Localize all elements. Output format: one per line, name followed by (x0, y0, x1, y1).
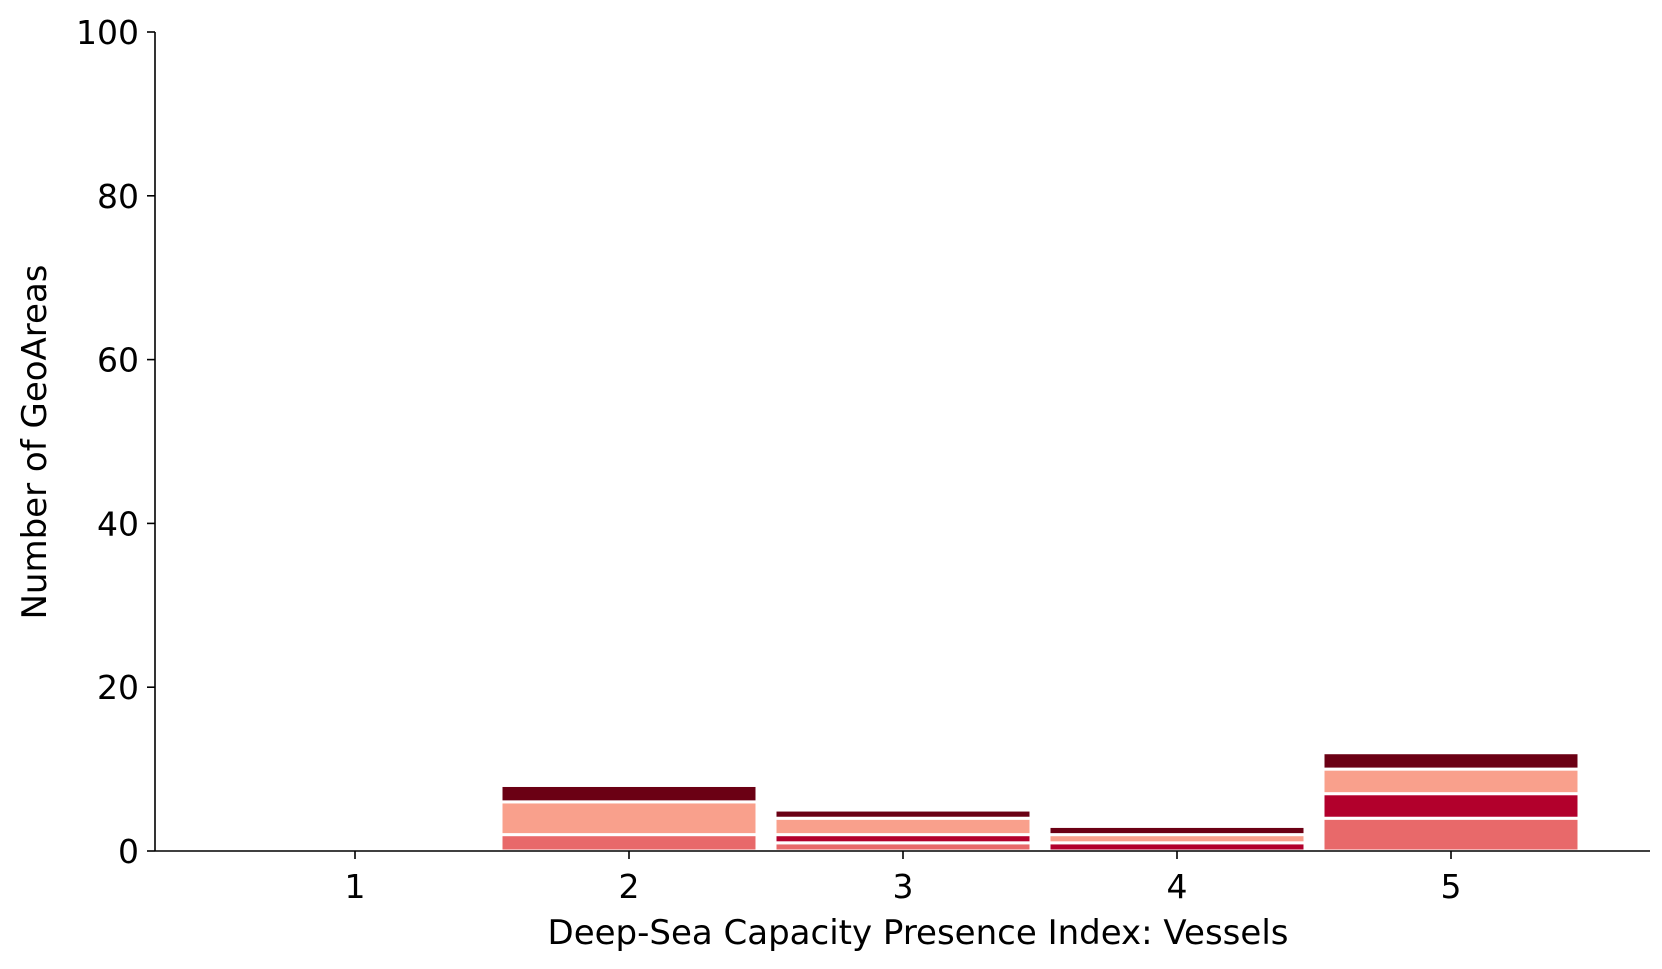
x-tick-label: 1 (345, 867, 366, 906)
y-tick-label: 80 (97, 177, 139, 216)
x-axis-title: Deep-Sea Capacity Presence Index: Vessel… (548, 913, 1289, 953)
y-tick-label: 40 (97, 504, 139, 543)
x-tick-label: 3 (893, 867, 914, 906)
bar-segment (499, 783, 759, 804)
bar-segment (1321, 816, 1581, 853)
x-tick-label: 2 (619, 867, 640, 906)
bar-segment (773, 808, 1033, 820)
y-tick-label: 100 (76, 13, 139, 52)
bar-segment (1321, 751, 1581, 771)
bars-group (499, 751, 1581, 853)
y-tick-label: 20 (97, 668, 139, 707)
bar-segment (499, 800, 759, 837)
bar-segment (773, 816, 1033, 837)
x-ticks: 1 2 3 4 5 (345, 851, 1462, 906)
bar-segment (1321, 767, 1581, 796)
y-ticks: 0 20 40 60 80 100 (76, 13, 155, 871)
x-tick-label: 4 (1167, 867, 1188, 906)
x-tick-label: 5 (1441, 867, 1462, 906)
y-tick-label: 60 (97, 341, 139, 380)
bar-segment (1047, 824, 1307, 837)
bar-segment (1321, 792, 1581, 820)
y-tick-label: 0 (118, 832, 139, 871)
y-axis-title: Number of GeoAreas (15, 265, 55, 620)
bar-segment (499, 833, 759, 853)
